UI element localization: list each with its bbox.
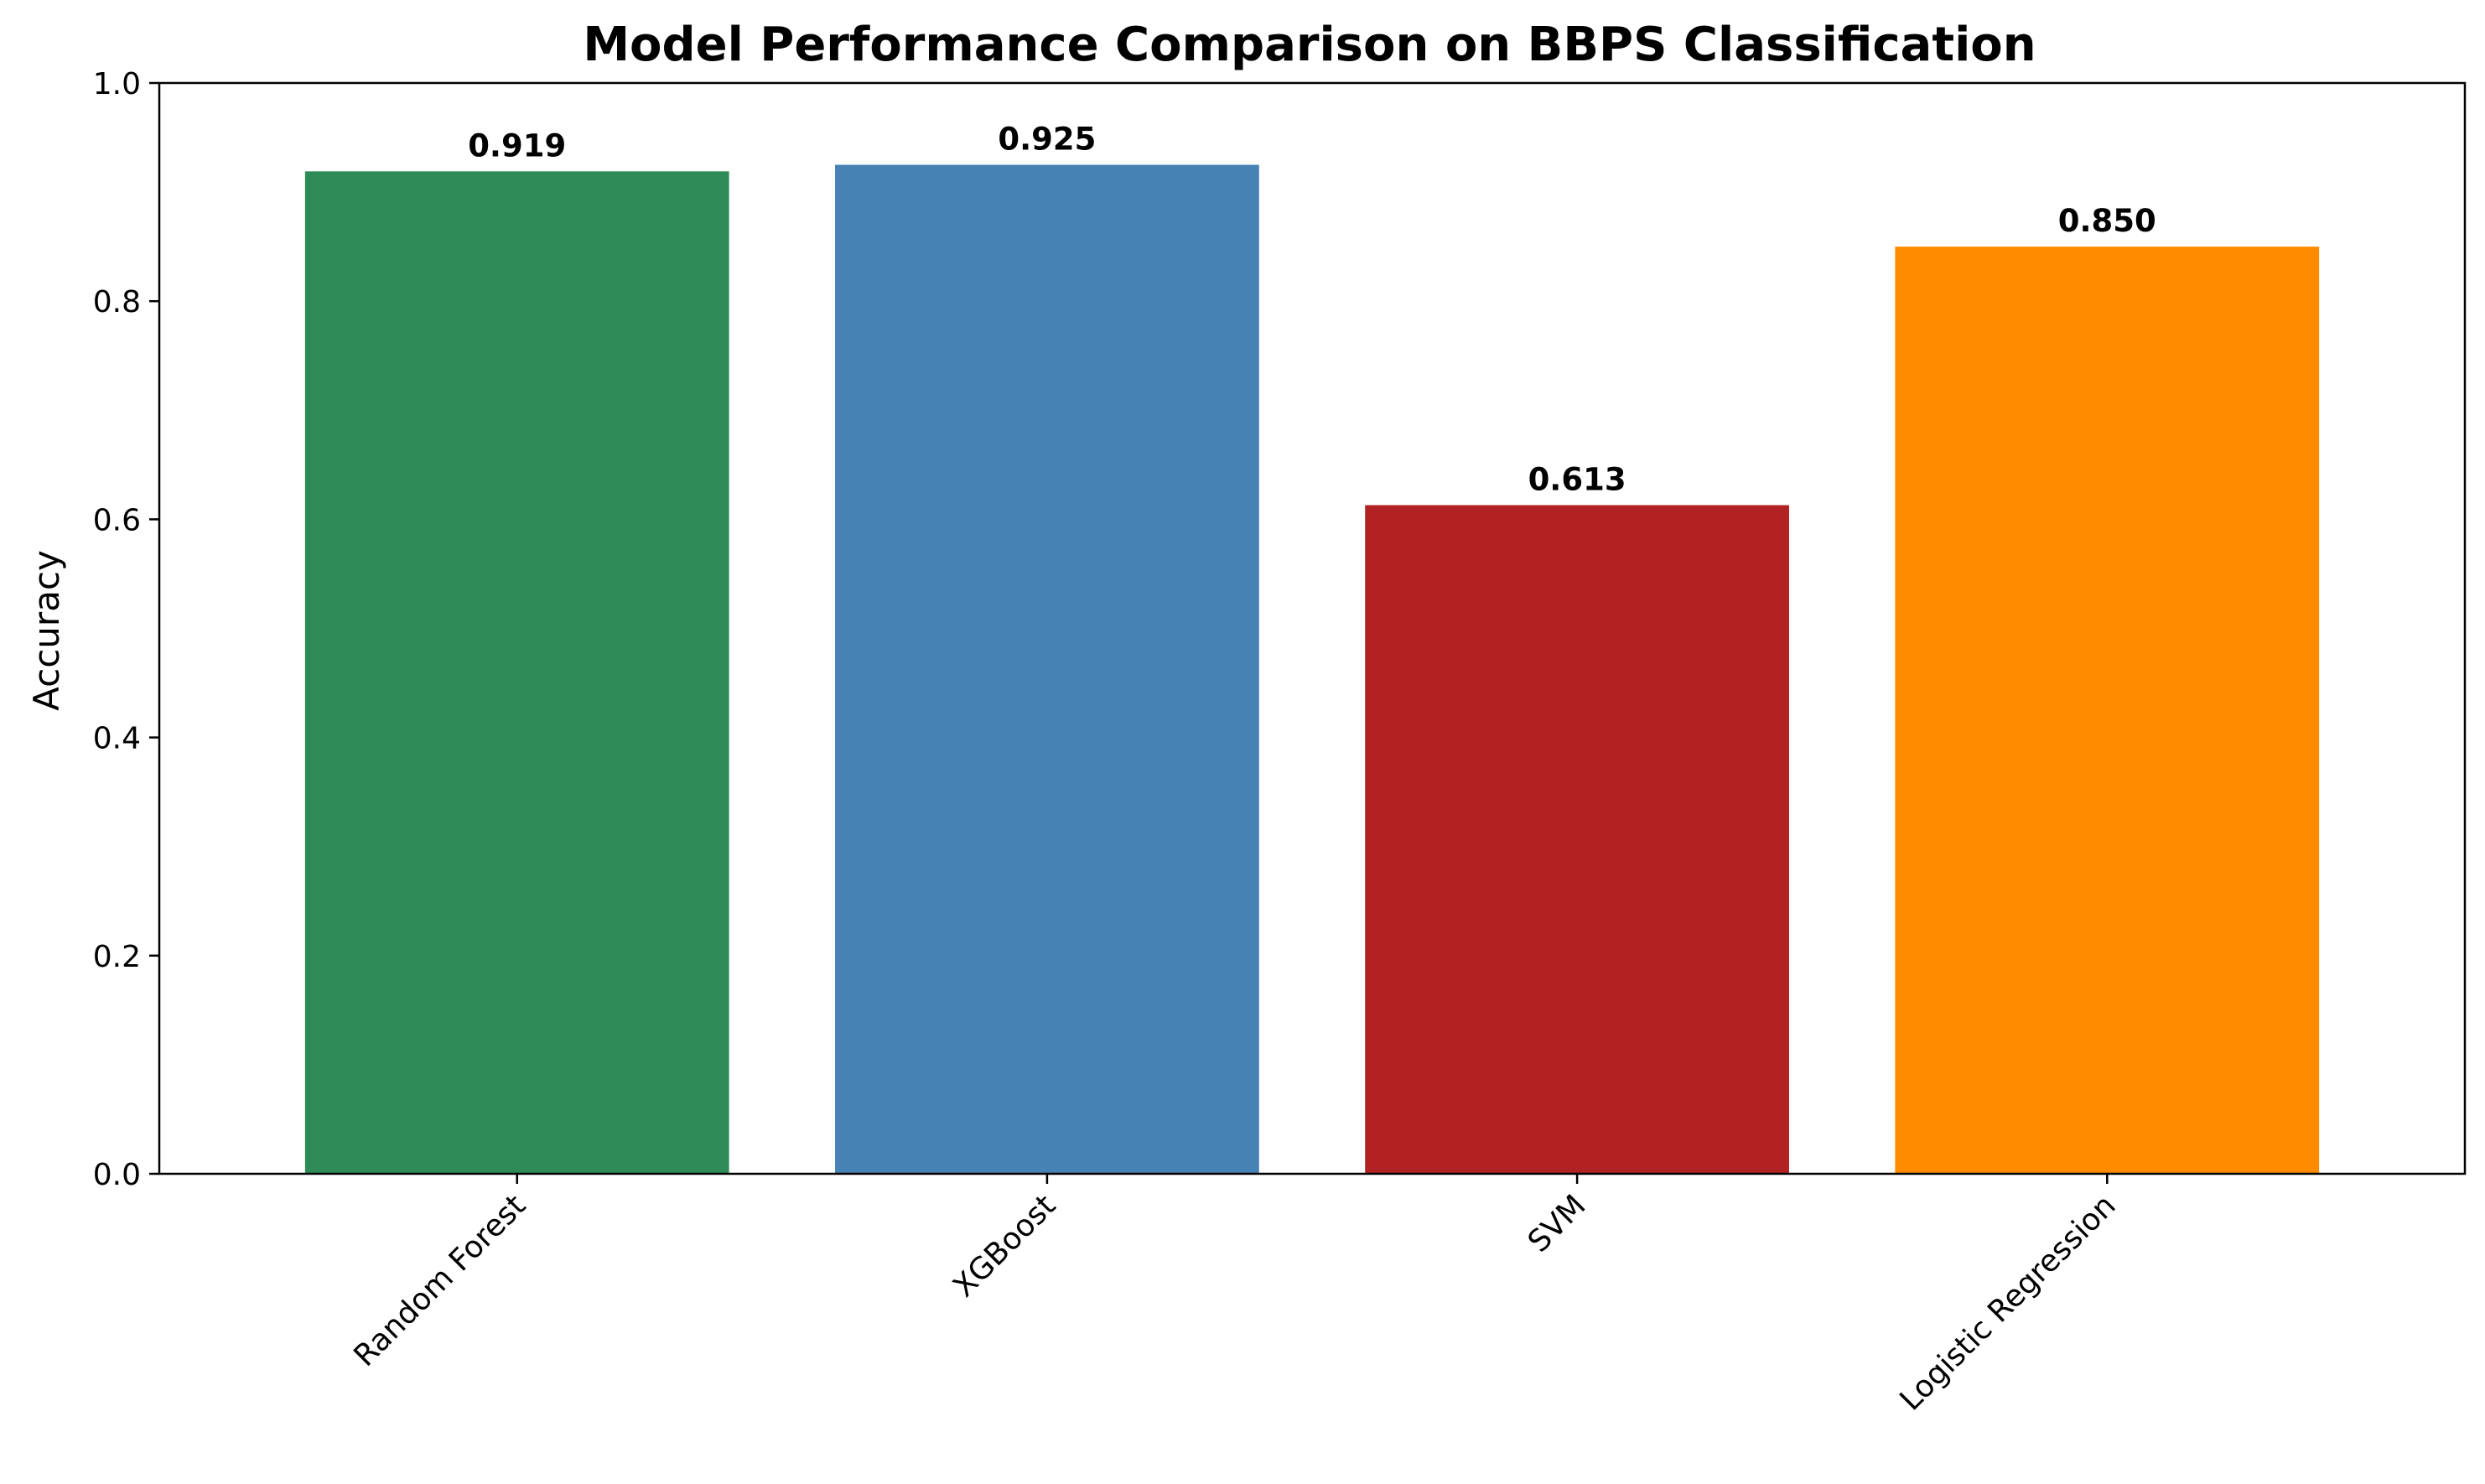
data-label: 0.925: [998, 122, 1096, 158]
bar-random-forest: [304, 171, 729, 1175]
plot-frame: [158, 81, 2467, 1175]
chart-title: Model Performance Comparison on BBPS Cla…: [583, 18, 2036, 72]
x-tick-label: SVM: [1522, 1188, 1593, 1259]
data-label: 0.919: [468, 127, 566, 163]
data-label: 0.613: [1528, 461, 1626, 497]
data-label: 0.850: [2058, 203, 2156, 239]
y-tick-label: 0.8: [93, 285, 141, 319]
y-tick-label: 1.0: [93, 67, 141, 101]
y-tick-label: 0.2: [93, 940, 141, 974]
x-tick-label: Random Forest: [347, 1188, 532, 1373]
bar-logistic-regression: [1895, 246, 2320, 1174]
y-axis-label: Accuracy: [26, 550, 67, 711]
y-axis-ticks: 0.0 0.2 0.4 0.6 0.8 1.0: [93, 67, 159, 1192]
y-tick-label: 0.6: [93, 503, 141, 537]
data-labels-group: 0.919 0.925 0.613 0.850: [468, 122, 2156, 498]
x-axis-ticks: Random Forest XGBoost SVM Logistic Regressi…: [347, 1174, 2123, 1418]
y-tick-label: 0.4: [93, 722, 141, 756]
x-tick-label: Logistic Regression: [1893, 1188, 2122, 1417]
bars-group: [304, 164, 2320, 1175]
y-tick-label: 0.0: [93, 1158, 141, 1192]
x-tick-label: XGBoost: [947, 1188, 1062, 1304]
bar-xgboost: [835, 164, 1259, 1175]
bar-svm: [1365, 505, 1789, 1174]
